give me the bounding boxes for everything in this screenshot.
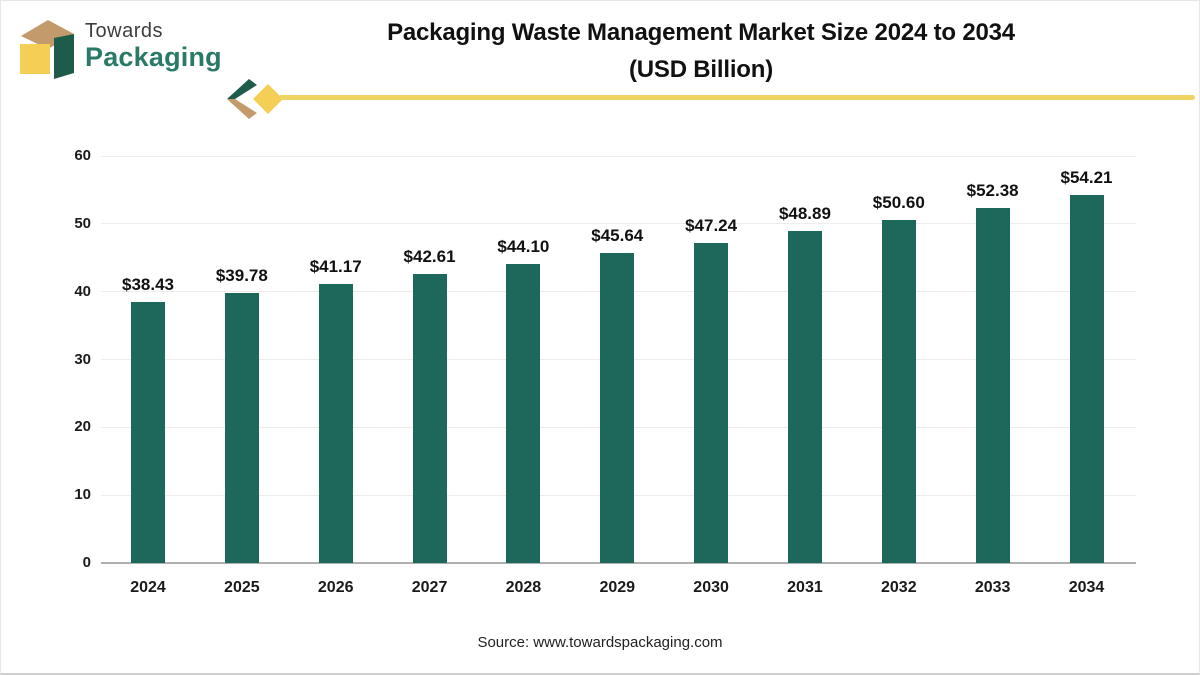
- bar: [412, 273, 447, 563]
- x-axis-tick-label: 2034: [1068, 579, 1105, 596]
- bar: [1069, 195, 1104, 563]
- brand-name-top: Towards: [85, 20, 163, 42]
- logo-box-icon: [20, 20, 74, 79]
- bar: [224, 293, 259, 563]
- bar: [600, 253, 635, 563]
- y-axis-tick-label: 30: [74, 350, 91, 368]
- x-axis-tick-label: 2032: [881, 579, 917, 596]
- bar: [787, 231, 822, 563]
- x-axis-baseline: [101, 562, 1136, 564]
- bar-value-label: $54.21: [1060, 168, 1113, 188]
- chevron-diamond-icon: [227, 79, 283, 119]
- gridline: [101, 223, 1136, 225]
- brand-name: Towards Packaging: [85, 17, 222, 71]
- bar: [975, 207, 1010, 563]
- chart-title-line1: Packaging Waste Management Market Size 2…: [387, 19, 1015, 46]
- y-axis-tick-label: 50: [74, 214, 91, 232]
- bar: [694, 242, 729, 563]
- y-axis-tick-label: 40: [74, 282, 91, 300]
- bar: [506, 263, 541, 563]
- x-axis-tick-label: 2033: [974, 579, 1011, 596]
- bar-value-label: $47.24: [685, 215, 738, 235]
- bar-value-label: $50.60: [872, 192, 925, 212]
- gridline: [101, 155, 1136, 157]
- x-axis-tick-label: 2025: [224, 579, 260, 596]
- bar-value-label: $39.78: [215, 266, 268, 286]
- chart-title-line2: (USD Billion): [628, 56, 774, 83]
- y-axis-tick-label: 10: [74, 486, 91, 504]
- x-axis-tick-label: 2028: [505, 579, 542, 596]
- x-axis-tick-label: 2029: [599, 579, 636, 596]
- x-axis-tick-label: 2026: [317, 579, 354, 596]
- x-axis-tick-label: 2027: [411, 579, 448, 596]
- bar: [881, 219, 916, 563]
- bar-value-label: $45.64: [591, 226, 644, 246]
- bar-value-label: $38.43: [122, 275, 174, 295]
- x-axis-tick-label: 2024: [130, 579, 166, 596]
- plot-area: 0 10 20 30 40 50 60 $38.43 2024 $39.78 2025 $41.17 2…: [74, 147, 1136, 596]
- bar-value-label: $44.10: [497, 236, 550, 256]
- bar-value-label: $41.17: [309, 256, 362, 276]
- brand-name-bottom: Packaging: [85, 42, 222, 72]
- x-axis-tick-label: 2030: [693, 579, 729, 596]
- y-axis-tick-label: 60: [74, 147, 91, 164]
- chart-title: Packaging Waste Management Market Size 2…: [251, 14, 1151, 88]
- x-axis-tick-label: 2031: [787, 579, 823, 596]
- bar: [131, 302, 165, 563]
- y-axis-tick-label: 20: [74, 418, 91, 436]
- bar: [318, 283, 353, 563]
- y-axis-tick-label: 0: [82, 554, 91, 571]
- bar-value-label: $42.61: [403, 246, 456, 266]
- bar-value-label: $52.38: [966, 180, 1019, 200]
- brand-logo: Towards Packaging: [17, 17, 222, 81]
- accent-divider-line: [279, 95, 1195, 100]
- source-text: Source: www.towardspackaging.com: [477, 634, 723, 651]
- bar-value-label: $48.89: [778, 204, 831, 224]
